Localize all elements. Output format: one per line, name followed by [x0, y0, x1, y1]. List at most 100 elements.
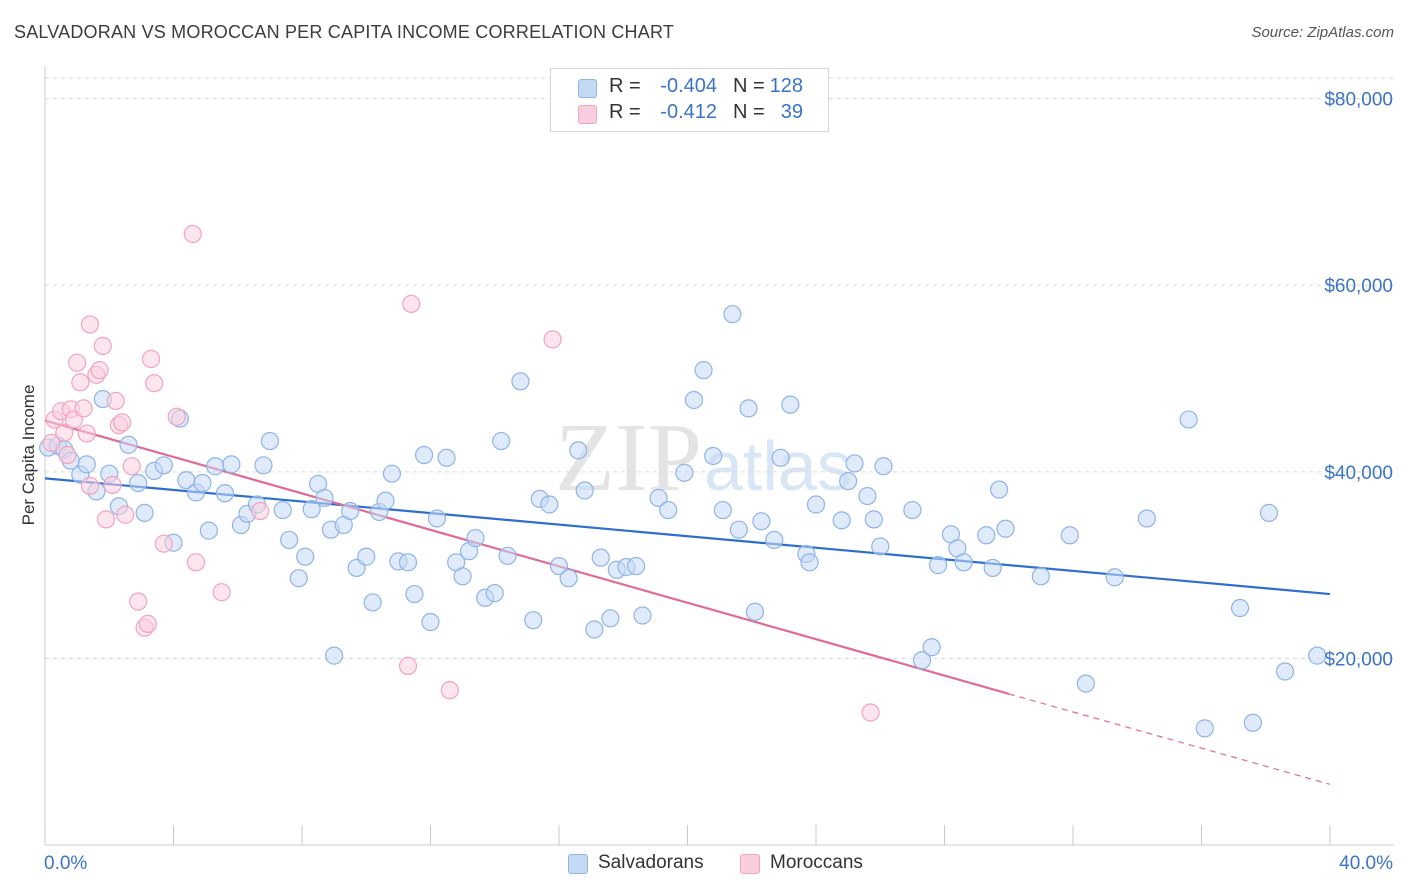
moroccans-point — [77, 424, 96, 443]
salvadorans-point — [315, 488, 334, 508]
salvadorans-point — [1060, 526, 1079, 545]
salvadorans-point — [302, 500, 321, 519]
salvadorans-point — [398, 553, 418, 572]
salvadorans-point — [704, 446, 723, 466]
salvadorans-point — [77, 455, 96, 474]
moroccans-point — [543, 330, 562, 349]
salvadorans-point — [215, 484, 234, 503]
salvadorans-point — [912, 651, 932, 670]
salvadorans-swatch — [578, 79, 597, 98]
salvadorans-point — [511, 372, 530, 391]
salvadorans-point — [357, 547, 376, 566]
moroccans-point — [141, 349, 161, 369]
salvadorans-point — [633, 606, 652, 625]
salvadorans-point — [206, 457, 225, 476]
moroccans-point — [80, 315, 100, 334]
moroccans-point — [186, 553, 206, 572]
salvadorans-point — [524, 611, 543, 630]
salvadorans-point — [694, 361, 713, 380]
salvadorans-point — [1259, 503, 1279, 522]
salvadorans-point — [222, 455, 241, 474]
salvadorans-point — [540, 495, 559, 514]
legend-n-label: N = — [733, 101, 765, 123]
salvadorans-point — [1275, 662, 1295, 681]
moroccans-point — [55, 423, 74, 442]
salvadorans-point — [382, 464, 402, 483]
moroccans-point — [122, 457, 141, 476]
legend-label-moroccans: Moroccans — [770, 852, 863, 873]
salvadorans-point — [990, 480, 1009, 499]
legend-row-salvadorans: R = -0.404 N = 128 — [551, 74, 828, 100]
moroccans-point — [106, 391, 125, 411]
watermark: ZIP atlas — [555, 404, 852, 512]
moroccans-trend-extension — [1008, 693, 1331, 785]
salvadorans-point — [1137, 509, 1156, 528]
legend-r-value: -0.412 — [660, 101, 717, 123]
x-tick-label: 40.0% — [1339, 853, 1393, 874]
moroccans-point — [68, 353, 87, 372]
moroccans-point — [90, 361, 109, 380]
salvadorans-point — [453, 567, 472, 586]
salvadorans-point — [928, 556, 948, 575]
salvadorans-point — [659, 500, 678, 520]
salvadorans-point — [585, 620, 604, 639]
salvadorans-point — [414, 445, 434, 465]
salvadorans-point — [1179, 410, 1198, 429]
salvadorans-point — [954, 553, 973, 572]
salvadorans-point — [983, 558, 1002, 578]
salvadorans-point — [569, 441, 588, 460]
legend-n-label: N = — [733, 75, 765, 97]
salvadorans-point — [601, 609, 620, 628]
legend-label-salvadorans: Salvadorans — [598, 852, 704, 873]
moroccans-point — [116, 505, 135, 524]
salvadorans-point — [675, 463, 694, 482]
source-credit: Source: ZipAtlas.com — [1251, 24, 1394, 41]
salvadorans-point — [466, 528, 485, 548]
tick-labels: $20,000 $40,000 $60,000 $80,000 0.0% 40.0% — [44, 90, 1393, 874]
salvadorans-point — [341, 501, 360, 521]
moroccans-point — [167, 407, 186, 426]
salvadorans-point — [591, 548, 610, 567]
salvadorans-point — [325, 646, 344, 665]
salvadorans-point — [437, 448, 456, 467]
moroccans-point — [74, 399, 93, 418]
salvadorans-point — [1308, 646, 1327, 665]
y-tick-label: $40,000 — [1324, 463, 1393, 484]
salvadorans-point — [135, 503, 154, 522]
moroccans-point — [212, 583, 231, 602]
moroccans-point — [183, 224, 202, 244]
salvadorans-point — [254, 456, 273, 475]
salvadorans-point — [996, 519, 1015, 538]
legend-n-value: 39 — [780, 101, 803, 123]
salvadorans-point — [832, 511, 851, 530]
chart-title: SALVADORAN VS MOROCCAN PER CAPITA INCOME… — [14, 22, 675, 42]
salvadorans-point — [845, 454, 864, 473]
x-tick-label: 0.0% — [44, 853, 87, 874]
legend-n-value: 128 — [769, 75, 803, 97]
moroccans-swatch — [578, 105, 597, 124]
salvadorans-point — [723, 305, 742, 324]
salvadorans-point — [864, 510, 883, 529]
salvadorans-point — [649, 488, 668, 508]
moroccans-point — [103, 475, 122, 494]
salvadorans-point — [1031, 567, 1050, 586]
salvadorans-point — [199, 521, 218, 540]
moroccans-point — [71, 373, 90, 392]
salvadorans-point — [1243, 713, 1263, 732]
salvadorans-point — [427, 509, 447, 528]
moroccans-point — [440, 681, 459, 700]
salvadorans-point — [874, 457, 893, 476]
moroccans-point — [80, 476, 100, 495]
salvadorans-point — [1105, 568, 1124, 587]
salvadorans-point — [977, 526, 996, 545]
moroccans-point — [112, 413, 132, 432]
salvadorans-point — [1195, 719, 1214, 738]
salvadorans-point — [839, 472, 858, 491]
salvadorans-point — [376, 491, 395, 510]
salvadorans-point — [485, 584, 504, 603]
salvadorans-point — [260, 431, 279, 451]
salvadorans-point — [739, 399, 758, 418]
salvadorans-point — [752, 512, 771, 531]
salvadorans-point — [922, 638, 941, 657]
moroccans-point — [93, 336, 112, 355]
